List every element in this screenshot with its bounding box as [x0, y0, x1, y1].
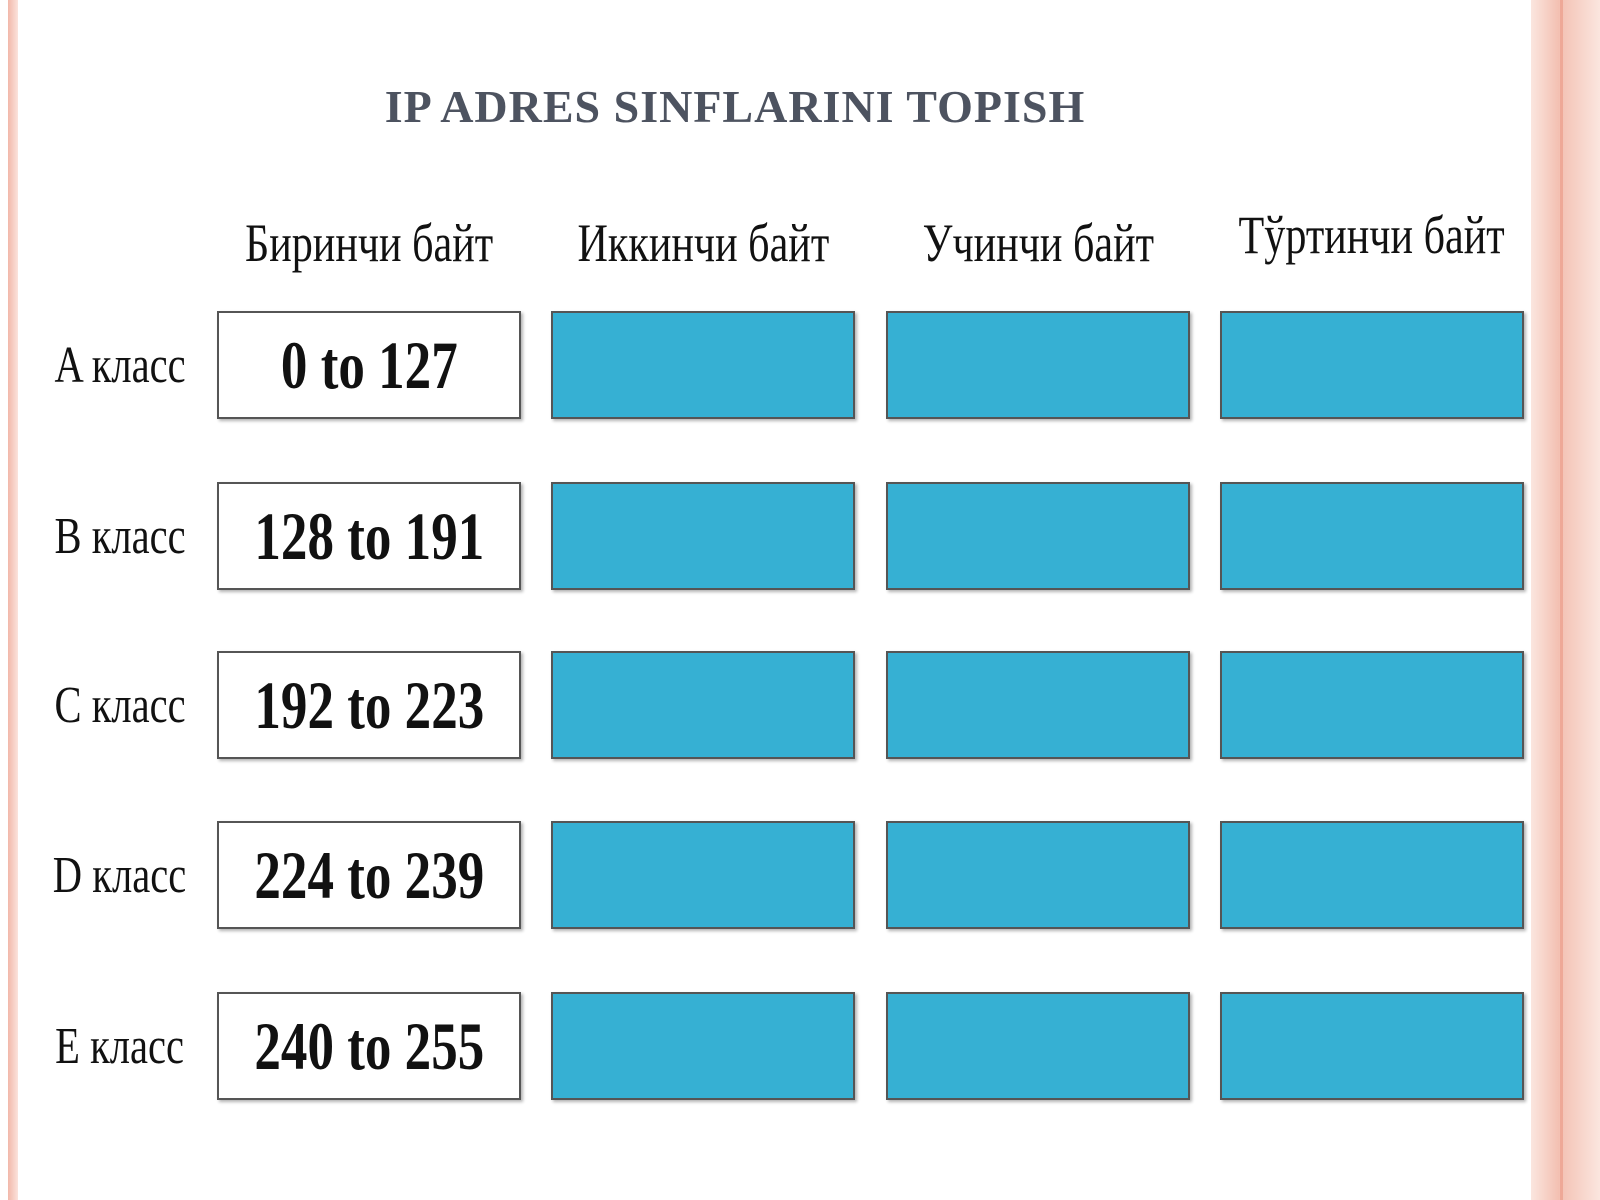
empty-cell — [886, 821, 1190, 929]
column-header: Учинчи байт — [922, 213, 1154, 273]
row-label: A класс — [54, 336, 186, 394]
empty-cell — [1220, 311, 1524, 419]
empty-cell — [886, 651, 1190, 759]
empty-cell — [1220, 992, 1524, 1100]
slide-title: IP ADRES SINFLARINI TOPISH — [384, 81, 1086, 132]
empty-cell — [886, 311, 1190, 419]
empty-cell — [551, 482, 855, 590]
empty-cell — [1220, 482, 1524, 590]
empty-cell — [551, 651, 855, 759]
range-cell: 128 to 191 — [217, 482, 521, 590]
column-header: Тўртинчи байт — [1238, 205, 1506, 265]
column-header: Биринчи байт — [244, 213, 494, 273]
border-strip — [1531, 0, 1600, 1200]
range-cell: 224 to 239 — [217, 821, 521, 929]
empty-cell — [551, 992, 855, 1100]
range-cell: 192 to 223 — [217, 651, 521, 759]
empty-cell — [886, 482, 1190, 590]
column-header: Иккинчи байт — [577, 213, 829, 273]
empty-cell — [551, 311, 855, 419]
row-label: C класс — [54, 676, 186, 734]
empty-cell — [1220, 651, 1524, 759]
border-line — [1560, 0, 1563, 1200]
row-label: B класс — [54, 507, 186, 565]
row-label: E класс — [55, 1017, 185, 1075]
empty-cell — [886, 992, 1190, 1100]
empty-cell — [551, 821, 855, 929]
range-cell: 240 to 255 — [217, 992, 521, 1100]
border-strip — [8, 0, 18, 1200]
range-cell: 0 to 127 — [217, 311, 521, 419]
row-label: D класс — [53, 846, 187, 904]
empty-cell — [1220, 821, 1524, 929]
